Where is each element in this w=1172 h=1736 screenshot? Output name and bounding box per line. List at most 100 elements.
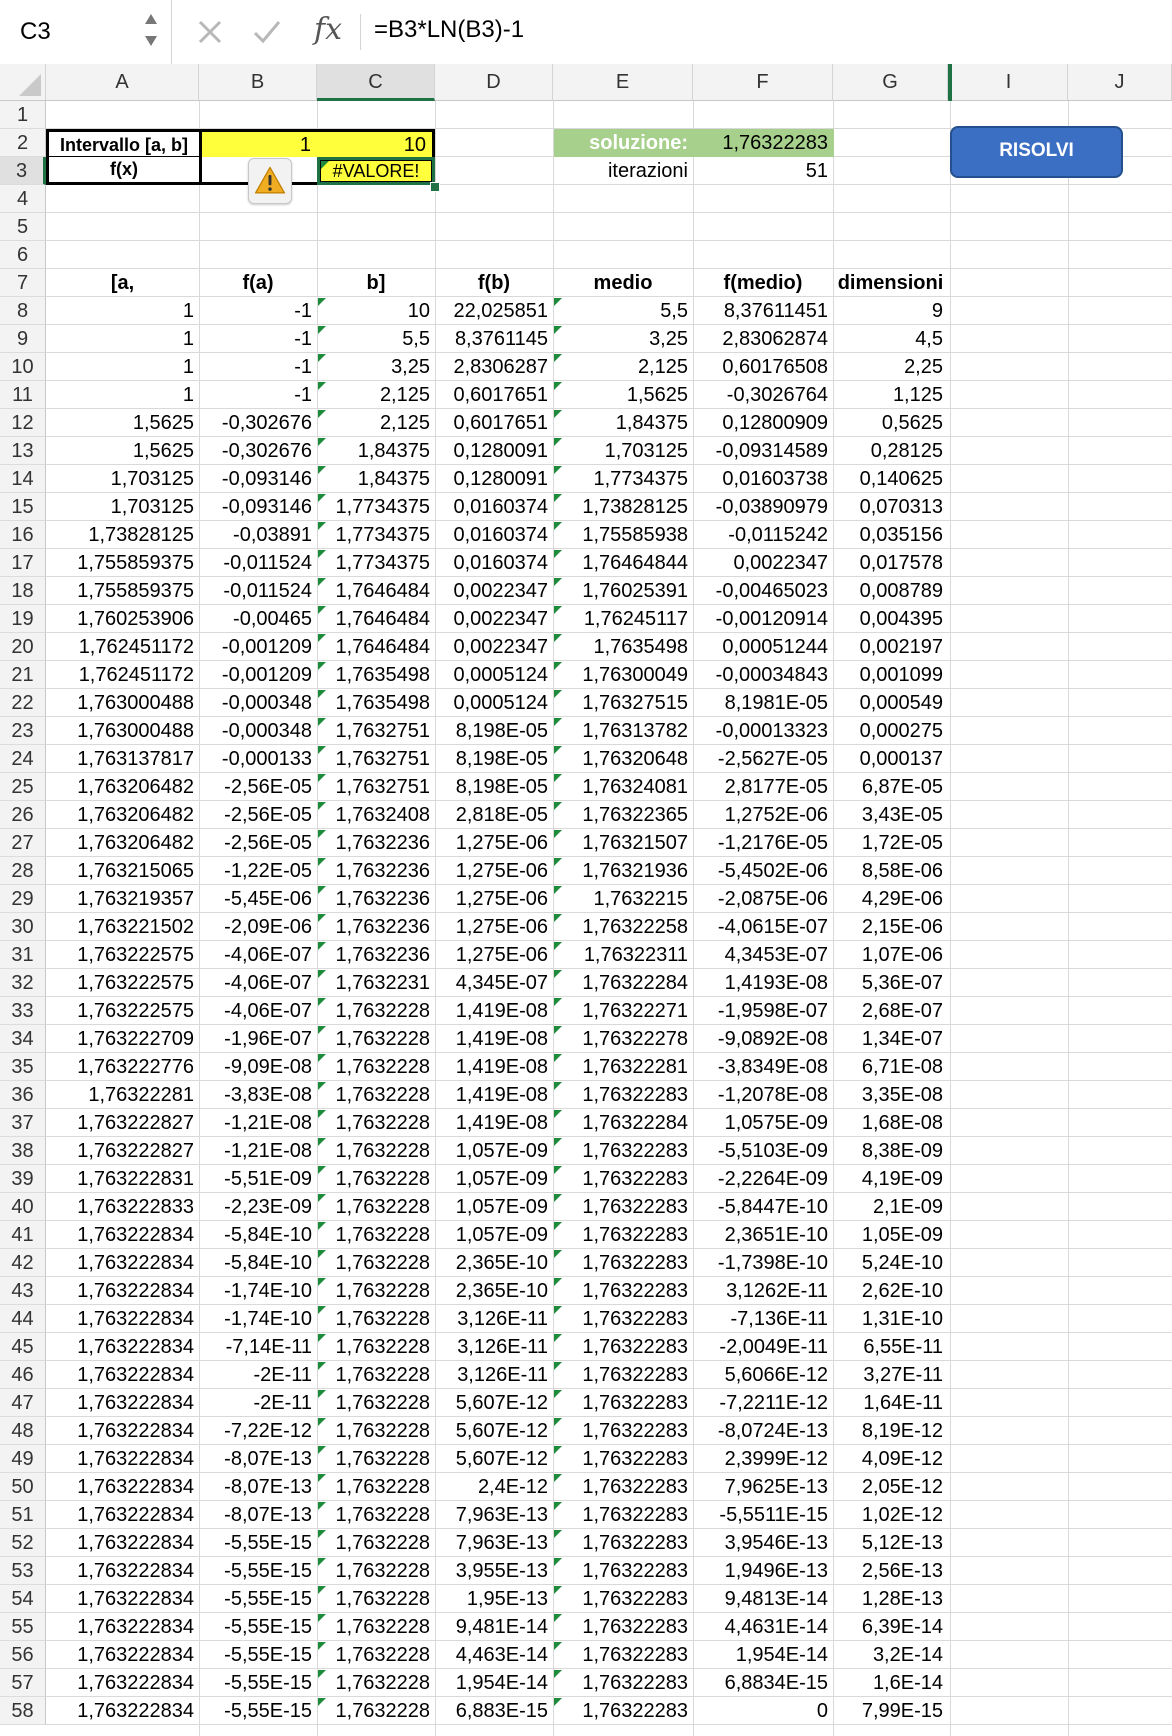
spreadsheet-grid[interactable]: Intervallo [a, b] 1 10 f(x) #VALORE! sol… — [46, 101, 1172, 1736]
row-header-47[interactable]: 47 — [0, 1389, 46, 1417]
row-header-42[interactable]: 42 — [0, 1249, 46, 1277]
table-cell[interactable]: 0,035156 — [859, 524, 943, 546]
row-header-23[interactable]: 23 — [0, 717, 46, 745]
table-cell[interactable]: -2,0875E-06 — [717, 888, 828, 910]
table-cell[interactable]: -5,5511E-15 — [719, 1504, 828, 1526]
table-cell[interactable]: 3,955E-13 — [455, 1560, 548, 1582]
table-cell[interactable]: 1,76321507 — [582, 832, 688, 854]
table-cell[interactable]: 1,7632228 — [335, 1196, 430, 1218]
formula-input[interactable]: =B3*LN(B3)-1 — [374, 16, 525, 43]
table-cell[interactable]: 1,76322365 — [582, 804, 688, 826]
table-cell[interactable]: 1 — [182, 300, 194, 322]
table-cell[interactable]: 0 — [816, 1700, 828, 1722]
table-cell[interactable]: 1,703125 — [110, 468, 194, 490]
table-cell[interactable]: -5,4502E-06 — [717, 860, 828, 882]
table-cell[interactable]: 1,76322278 — [582, 1028, 688, 1050]
table-cell[interactable]: 1,954E-14 — [455, 1672, 548, 1694]
table-cell[interactable]: 1,7632236 — [335, 860, 430, 882]
table-cell[interactable]: 1,34E-07 — [861, 1028, 943, 1050]
table-cell[interactable]: -2,56E-05 — [224, 804, 312, 826]
table-cell[interactable]: 1,763222831 — [77, 1168, 194, 1190]
table-cell[interactable]: 1,76327515 — [582, 692, 688, 714]
table-cell[interactable]: 1,763206482 — [77, 804, 194, 826]
cell-E2[interactable]: soluzione: — [554, 129, 694, 157]
table-cell[interactable]: 4,4631E-14 — [724, 1616, 828, 1638]
table-cell[interactable]: 8,198E-05 — [455, 776, 548, 798]
table-cell[interactable]: 1,762451172 — [78, 636, 194, 658]
table-cell[interactable]: -1 — [294, 356, 312, 378]
table-cell[interactable]: 1,76322283 — [582, 1392, 688, 1414]
row-header-22[interactable]: 22 — [0, 689, 46, 717]
table-cell[interactable]: -0,001209 — [221, 636, 312, 658]
table-cell[interactable]: 1,057E-09 — [455, 1196, 548, 1218]
table-cell[interactable]: 1,76324081 — [582, 776, 688, 798]
table-cell[interactable]: 1,76322283 — [582, 1308, 688, 1330]
row-header-25[interactable]: 25 — [0, 773, 46, 801]
table-cell[interactable]: -0,093146 — [221, 468, 312, 490]
table-cell[interactable]: -8,07E-13 — [224, 1448, 312, 1470]
table-cell[interactable]: 1,76245117 — [583, 608, 688, 630]
table-cell[interactable]: 6,8834E-15 — [724, 1672, 828, 1694]
table-cell[interactable]: 1,7635498 — [335, 664, 430, 686]
table-cell[interactable]: 1,7632228 — [335, 1700, 430, 1722]
table-cell[interactable]: 3,25 — [391, 356, 430, 378]
table-cell[interactable]: 1,275E-06 — [455, 916, 548, 938]
table-cell[interactable]: 1,76320648 — [582, 748, 688, 770]
table-cell[interactable]: 1,057E-09 — [455, 1168, 548, 1190]
row-header-27[interactable]: 27 — [0, 829, 46, 857]
table-cell[interactable]: 0,5625 — [881, 412, 943, 434]
table-cell[interactable]: 1,703125 — [110, 496, 194, 518]
table-header-cell[interactable]: b] — [366, 272, 386, 294]
table-cell[interactable]: 2,4E-12 — [477, 1476, 548, 1498]
row-header-21[interactable]: 21 — [0, 661, 46, 689]
table-cell[interactable]: 1,7734375 — [335, 552, 430, 574]
row-header-30[interactable]: 30 — [0, 913, 46, 941]
table-cell[interactable]: 2,83062874 — [722, 328, 828, 350]
table-cell[interactable]: -0,011524 — [223, 580, 312, 602]
table-cell[interactable]: 0,000549 — [859, 692, 943, 714]
table-cell[interactable]: 1,64E-11 — [863, 1392, 943, 1414]
table-cell[interactable]: 1,763219357 — [77, 888, 194, 910]
error-warning-button[interactable] — [248, 158, 292, 204]
table-cell[interactable]: 1,419E-08 — [455, 1084, 548, 1106]
table-cell[interactable]: 8,19E-12 — [861, 1420, 943, 1442]
table-cell[interactable]: -4,06E-07 — [224, 972, 312, 994]
table-cell[interactable]: 1,763222834 — [77, 1392, 194, 1414]
row-header-19[interactable]: 19 — [0, 605, 46, 633]
table-cell[interactable]: 1,763206482 — [77, 776, 194, 798]
table-cell[interactable]: 1,763222834 — [77, 1336, 194, 1358]
table-cell[interactable]: 1,755859375 — [77, 552, 194, 574]
table-cell[interactable]: -1,2176E-05 — [717, 832, 828, 854]
table-cell[interactable]: 1,763222827 — [77, 1112, 194, 1134]
table-cell[interactable]: 1,7632228 — [335, 1364, 430, 1386]
table-cell[interactable]: 1,76322283 — [582, 1252, 688, 1274]
table-cell[interactable]: -0,00120914 — [715, 608, 828, 630]
table-cell[interactable]: 8,38E-09 — [861, 1140, 943, 1162]
table-cell[interactable]: 1,7632236 — [335, 832, 430, 854]
row-header-49[interactable]: 49 — [0, 1445, 46, 1473]
row-header-12[interactable]: 12 — [0, 409, 46, 437]
table-cell[interactable]: 0,6017651 — [453, 412, 548, 434]
table-cell[interactable]: -1,96E-07 — [224, 1028, 312, 1050]
table-cell[interactable]: 1,76322283 — [582, 1644, 688, 1666]
cancel-x-icon[interactable] — [196, 18, 224, 46]
table-cell[interactable]: 1,7632228 — [335, 1532, 430, 1554]
table-cell[interactable]: 1,763000488 — [77, 720, 194, 742]
row-header-43[interactable]: 43 — [0, 1277, 46, 1305]
table-cell[interactable]: 1,4193E-08 — [724, 972, 828, 994]
table-cell[interactable]: -5,8447E-10 — [717, 1196, 828, 1218]
table-cell[interactable]: 1,76322283 — [582, 1616, 688, 1638]
table-cell[interactable]: 1,76322283 — [582, 1448, 688, 1470]
table-cell[interactable]: 10 — [407, 300, 430, 322]
table-cell[interactable]: 1,76322283 — [582, 1168, 688, 1190]
table-cell[interactable]: -8,07E-13 — [224, 1476, 312, 1498]
enter-checkmark-icon[interactable] — [252, 18, 282, 46]
table-cell[interactable]: 1,76322283 — [582, 1700, 688, 1722]
table-header-cell[interactable]: f(medio) — [723, 272, 803, 294]
fill-handle[interactable] — [430, 182, 440, 192]
table-cell[interactable]: 1,275E-06 — [455, 832, 548, 854]
row-header-3[interactable]: 3 — [0, 157, 46, 185]
table-cell[interactable]: 2,3651E-10 — [724, 1224, 828, 1246]
cell-A2[interactable]: Intervallo [a, b] — [46, 129, 199, 157]
table-cell[interactable]: 1,763215065 — [77, 860, 194, 882]
